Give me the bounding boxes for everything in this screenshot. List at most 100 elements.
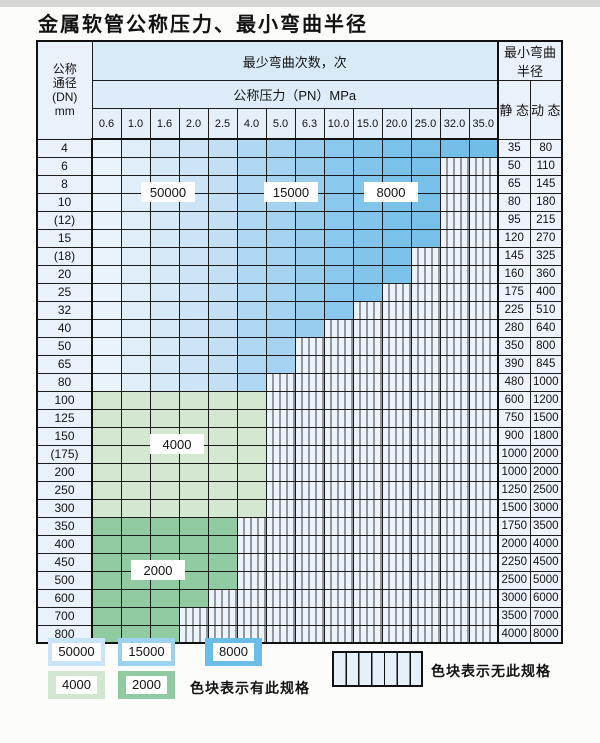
- spec-unavailable-cell: [352, 390, 383, 410]
- spec-available-cell: [120, 228, 151, 248]
- static-radius-cell: 175: [497, 282, 531, 302]
- spec-available-cell: [91, 246, 122, 266]
- spec-unavailable-cell: [236, 624, 267, 644]
- table-row-dn-800: 800 4000 8000: [36, 624, 563, 644]
- dynamic-radius-cell: 110: [529, 156, 563, 176]
- spec-available-cell: [236, 498, 267, 518]
- static-radius-cell: 160: [497, 264, 531, 284]
- spec-unavailable-cell: [207, 588, 238, 608]
- spec-unavailable-cell: [294, 570, 325, 590]
- spec-available-cell: [323, 282, 354, 302]
- spec-available-cell: [91, 336, 122, 356]
- static-radius-cell: 750: [497, 408, 531, 428]
- spec-available-cell: [265, 228, 296, 248]
- spec-available-cell: [207, 336, 238, 356]
- dynamic-radius-cell: 3500: [529, 516, 563, 536]
- spec-unavailable-cell: [323, 480, 354, 500]
- static-radius-cell: 1500: [497, 498, 531, 518]
- table-row-dn-20: 20 160 360: [36, 264, 563, 284]
- spec-available-cell: [120, 516, 151, 536]
- spec-unavailable-cell: [236, 552, 267, 572]
- spec-available-cell: [149, 282, 180, 302]
- spec-unavailable-cell: [410, 354, 441, 374]
- spec-available-cell: [207, 300, 238, 320]
- spec-unavailable-cell: [178, 606, 209, 626]
- spec-unavailable-cell: [352, 462, 383, 482]
- spec-unavailable-cell: [381, 444, 412, 464]
- spec-unavailable-cell: [323, 354, 354, 374]
- spec-unavailable-cell: [265, 462, 296, 482]
- spec-available-cell: [294, 318, 325, 338]
- spec-unavailable-cell: [265, 534, 296, 554]
- spec-unavailable-cell: [178, 624, 209, 644]
- spec-unavailable-cell: [265, 516, 296, 536]
- spec-unavailable-cell: [323, 534, 354, 554]
- spec-available-cell: [178, 246, 209, 266]
- spec-available-cell: [178, 300, 209, 320]
- dynamic-radius-cell: 2000: [529, 462, 563, 482]
- dn-cell: (12): [36, 210, 93, 230]
- spec-available-cell: [236, 138, 267, 158]
- dynamic-radius-cell: 4500: [529, 552, 563, 572]
- dynamic-radius-cell: 360: [529, 264, 563, 284]
- spec-unavailable-cell: [352, 570, 383, 590]
- spec-available-cell: [236, 246, 267, 266]
- spec-unavailable-cell: [410, 390, 441, 410]
- spec-available-cell: [410, 228, 441, 248]
- spec-unavailable-cell: [381, 570, 412, 590]
- spec-unavailable-cell: [468, 354, 499, 374]
- spec-available-cell: [381, 246, 412, 266]
- dynamic-radius-cell: 8000: [529, 624, 563, 644]
- dn-cell: (18): [36, 246, 93, 266]
- spec-unavailable-cell: [323, 336, 354, 356]
- spec-available-cell: [91, 210, 122, 230]
- static-radius-cell: 225: [497, 300, 531, 320]
- spec-available-cell: [178, 318, 209, 338]
- spec-available-cell: [120, 282, 151, 302]
- spec-unavailable-cell: [352, 354, 383, 374]
- dn-cell: 20: [36, 264, 93, 284]
- table-row-dn-6: 6 50 110: [36, 156, 563, 176]
- spec-unavailable-cell: [294, 480, 325, 500]
- spec-unavailable-cell: [323, 318, 354, 338]
- dn-cell: 50: [36, 336, 93, 356]
- legend-swatch-4000: 4000: [48, 671, 105, 699]
- spec-available-cell: [91, 534, 122, 554]
- pressure-tick-25.0: 25.0: [410, 108, 441, 140]
- dynamic-radius-cell: 6000: [529, 588, 563, 608]
- spec-unavailable-cell: [468, 246, 499, 266]
- spec-unavailable-cell: [352, 408, 383, 428]
- spec-available-cell: [410, 210, 441, 230]
- table-row-dn-12: (12) 95 215: [36, 210, 563, 230]
- nominal-pressure-header: 公称压力（PN）MPa: [91, 80, 499, 109]
- spec-available-cell: [149, 336, 180, 356]
- spec-unavailable-cell: [439, 552, 470, 572]
- spec-unavailable-cell: [439, 192, 470, 212]
- spec-unavailable-cell: [265, 390, 296, 410]
- table-row-dn-80: 80 480 1000: [36, 372, 563, 392]
- dn-cell: 350: [36, 516, 93, 536]
- spec-unavailable-cell: [381, 516, 412, 536]
- spec-unavailable-cell: [410, 516, 441, 536]
- static-radius-cell: 4000: [497, 624, 531, 644]
- spec-unavailable-cell: [468, 534, 499, 554]
- spec-unavailable-cell: [410, 300, 441, 320]
- spec-available-cell: [265, 264, 296, 284]
- spec-available-cell: [91, 408, 122, 428]
- dynamic-radius-cell: 800: [529, 336, 563, 356]
- pressure-tick-4.0: 4.0: [236, 108, 267, 140]
- spec-available-cell: [207, 462, 238, 482]
- spec-unavailable-cell: [294, 372, 325, 392]
- spec-unavailable-cell: [439, 210, 470, 230]
- spec-available-cell: [120, 498, 151, 518]
- dn-cell: 500: [36, 570, 93, 590]
- spec-available-cell: [294, 228, 325, 248]
- spec-unavailable-cell: [294, 516, 325, 536]
- spec-unavailable-cell: [294, 390, 325, 410]
- scan-edge-strip: [0, 0, 600, 7]
- dynamic-radius-cell: 4000: [529, 534, 563, 554]
- spec-unavailable-cell: [468, 552, 499, 572]
- spec-unavailable-cell: [352, 444, 383, 464]
- spec-available-cell: [91, 552, 122, 572]
- spec-available-cell: [149, 498, 180, 518]
